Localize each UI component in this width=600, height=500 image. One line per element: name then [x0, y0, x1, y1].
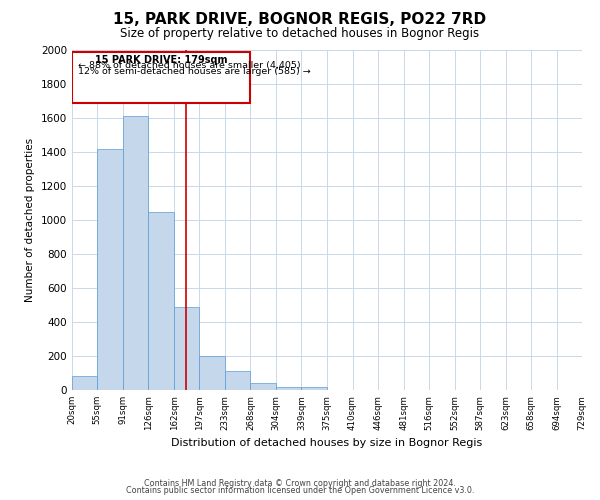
Y-axis label: Number of detached properties: Number of detached properties — [25, 138, 35, 302]
Text: Contains HM Land Registry data © Crown copyright and database right 2024.: Contains HM Land Registry data © Crown c… — [144, 478, 456, 488]
Bar — [301, 388, 328, 390]
Bar — [250, 383, 276, 390]
Text: 15, PARK DRIVE, BOGNOR REGIS, PO22 7RD: 15, PARK DRIVE, BOGNOR REGIS, PO22 7RD — [113, 12, 487, 28]
Text: 12% of semi-detached houses are larger (585) →: 12% of semi-detached houses are larger (… — [78, 66, 311, 76]
Bar — [225, 372, 250, 390]
Bar — [148, 212, 174, 390]
Bar — [123, 116, 148, 390]
Text: Size of property relative to detached houses in Bognor Regis: Size of property relative to detached ho… — [121, 28, 479, 40]
Text: Contains public sector information licensed under the Open Government Licence v3: Contains public sector information licen… — [126, 486, 474, 495]
Bar — [97, 148, 123, 390]
Bar — [276, 386, 301, 390]
Bar — [72, 376, 97, 390]
X-axis label: Distribution of detached houses by size in Bognor Regis: Distribution of detached houses by size … — [172, 438, 482, 448]
Bar — [72, 52, 250, 102]
Text: 15 PARK DRIVE: 179sqm: 15 PARK DRIVE: 179sqm — [95, 55, 227, 65]
Bar — [199, 356, 225, 390]
Bar — [174, 306, 199, 390]
Text: ← 88% of detached houses are smaller (4,405): ← 88% of detached houses are smaller (4,… — [78, 61, 301, 70]
